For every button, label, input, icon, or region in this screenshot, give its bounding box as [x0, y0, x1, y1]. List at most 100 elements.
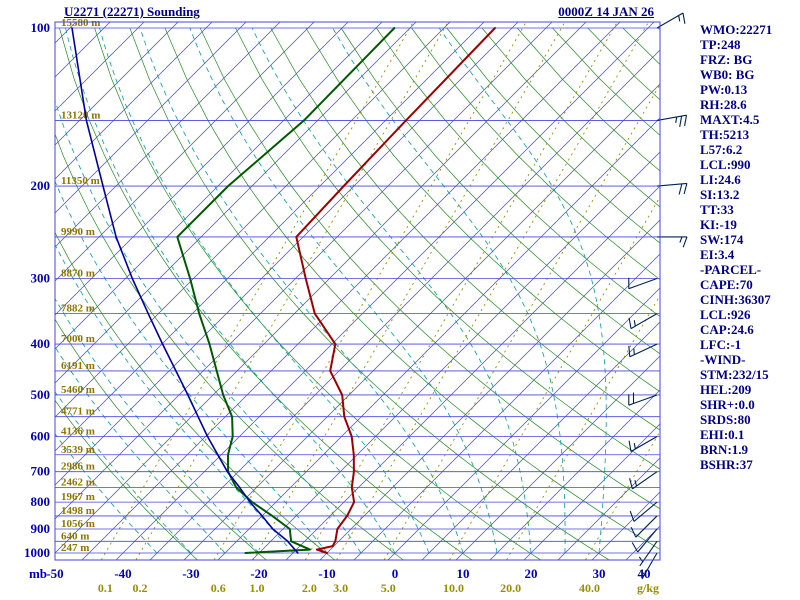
pressure-tick-label: 200	[31, 178, 51, 193]
temperature-tick-label: -20	[250, 566, 267, 581]
height-labels: 15580 m 13120 m 11350 m 9990 m 8870 m 7882 m 7…	[61, 17, 100, 554]
height-label: 8870 m	[61, 267, 95, 279]
mixing-ratio-labels: 0.1 0.2 0.6 1.0 2.0 3.0 5.0 10.0 20.0 40.0 g/kg	[98, 581, 659, 595]
wind-barb	[640, 552, 658, 580]
pressure-axis-unit: mb	[29, 566, 47, 581]
wind-barb	[628, 436, 658, 452]
index-line: HEL:209	[700, 382, 752, 397]
isobar-lines	[55, 27, 660, 554]
pressure-tick-label: 600	[31, 429, 51, 444]
index-line: SI:13.2	[700, 187, 740, 202]
index-line: BSHR:37	[700, 457, 753, 472]
pressure-tick-label: 300	[31, 270, 51, 285]
pressure-tick-label: 700	[31, 464, 51, 479]
index-line: LFC:-1	[700, 337, 742, 352]
temperature-tick-label: 20	[525, 566, 538, 581]
wet-bulb-curve	[71, 27, 299, 554]
height-label: 7000 m	[61, 333, 95, 345]
wind-barbs	[628, 12, 688, 580]
pressure-tick-label: 900	[31, 521, 51, 536]
index-line: WMO:22271	[700, 22, 773, 37]
isotherm-lines	[55, 22, 660, 560]
dewpoint-curve	[176, 27, 396, 554]
index-line: LCL:926	[700, 307, 751, 322]
height-label: 4771 m	[61, 406, 95, 418]
index-line: -WIND-	[700, 352, 746, 367]
indices-panel: WMO:22271 TP:248 FRZ: BG WB0: BG PW:0.13 RH:2…	[700, 22, 798, 472]
temperature-tick-label: 0	[392, 566, 399, 581]
wind-barb	[629, 501, 658, 522]
mixing-ratio-label: 20.0	[500, 581, 521, 595]
dry-adiabat-lines	[55, 27, 660, 560]
index-line: EI:3.4	[700, 247, 735, 262]
height-label: 4136 m	[61, 426, 95, 438]
height-label: 1498 m	[61, 505, 95, 517]
height-label: 1967 m	[61, 491, 95, 503]
index-line: STM:232/15	[700, 367, 769, 382]
wind-barb	[630, 515, 658, 538]
plot-border	[54, 21, 661, 561]
pressure-axis-labels: 100 200 300 400 500 600 700 800 900 1000 mb	[24, 20, 50, 581]
index-line: WB0: BG	[700, 67, 755, 82]
height-label: 7882 m	[61, 303, 95, 315]
index-line: FRZ: BG	[700, 52, 753, 67]
wind-barb	[628, 392, 658, 406]
pressure-tick-label: 400	[31, 336, 51, 351]
wind-barb	[628, 313, 658, 330]
mixing-ratio-label: 40.0	[579, 581, 600, 595]
pressure-tick-label: 800	[31, 494, 51, 509]
index-line: CINH:36307	[700, 292, 771, 307]
height-label: 11350 m	[61, 175, 100, 187]
wind-barb	[629, 471, 658, 490]
index-line: PW:0.13	[700, 82, 748, 97]
mixing-ratio-label: 2.0	[302, 581, 317, 595]
index-line: CAPE:70	[700, 277, 753, 292]
height-label: 9990 m	[61, 226, 95, 238]
height-label: 5460 m	[61, 384, 95, 396]
pressure-tick-label: 500	[31, 387, 51, 402]
wind-barb	[656, 182, 688, 195]
mixing-ratio-label: 0.6	[211, 581, 226, 595]
pressure-tick-label: 100	[31, 20, 51, 35]
index-line: KI:-19	[700, 217, 737, 232]
temperature-tick-label: 30	[593, 566, 606, 581]
temperature-curve	[295, 27, 496, 554]
index-line: TT:33	[700, 202, 734, 217]
height-label: 1056 m	[61, 518, 95, 530]
wind-barb	[628, 277, 658, 290]
index-line: SRDS:80	[700, 412, 751, 427]
index-line: LCL:990	[700, 157, 751, 172]
mixing-axis-unit: g/kg	[637, 581, 659, 595]
mixing-ratio-label: 0.1	[98, 581, 113, 595]
index-line: TH:5213	[700, 127, 750, 142]
temperature-axis-labels: -50 -40 -30 -20 -10 0 10 20 30 40	[46, 566, 650, 581]
wind-barb	[656, 12, 686, 29]
mixing-ratio-label: 5.0	[381, 581, 396, 595]
mixing-ratio-label: 0.2	[133, 581, 148, 595]
index-line: EHI:0.1	[700, 427, 745, 442]
index-line: LI:24.6	[700, 172, 741, 187]
mixing-ratio-label: 10.0	[443, 581, 464, 595]
height-label: 2986 m	[61, 461, 95, 473]
height-label: 3539 m	[61, 444, 95, 456]
index-line: L57:6.2	[700, 142, 743, 157]
height-label: 15580 m	[61, 17, 100, 29]
wind-barb	[628, 343, 658, 358]
height-label: 2462 m	[61, 476, 95, 488]
page-title: U2271 (22271) Sounding	[64, 4, 200, 19]
wind-barb	[638, 540, 658, 567]
temperature-tick-label: -30	[182, 566, 199, 581]
chart-datetime: 0000Z 14 JAN 26	[558, 4, 654, 19]
height-label: 640 m	[61, 530, 89, 542]
wind-barb	[656, 236, 688, 248]
index-line: CAP:24.6	[700, 322, 754, 337]
index-line: MAXT:4.5	[700, 112, 760, 127]
wind-barb	[631, 528, 658, 553]
height-label: 247 m	[61, 542, 89, 554]
temperature-tick-label: 10	[457, 566, 470, 581]
index-line: SW:174	[700, 232, 744, 247]
mixing-ratio-label: 3.0	[333, 581, 348, 595]
height-label: 6191 m	[61, 360, 95, 372]
index-line: SHR+:0.0	[700, 397, 755, 412]
index-line: TP:248	[700, 37, 741, 52]
